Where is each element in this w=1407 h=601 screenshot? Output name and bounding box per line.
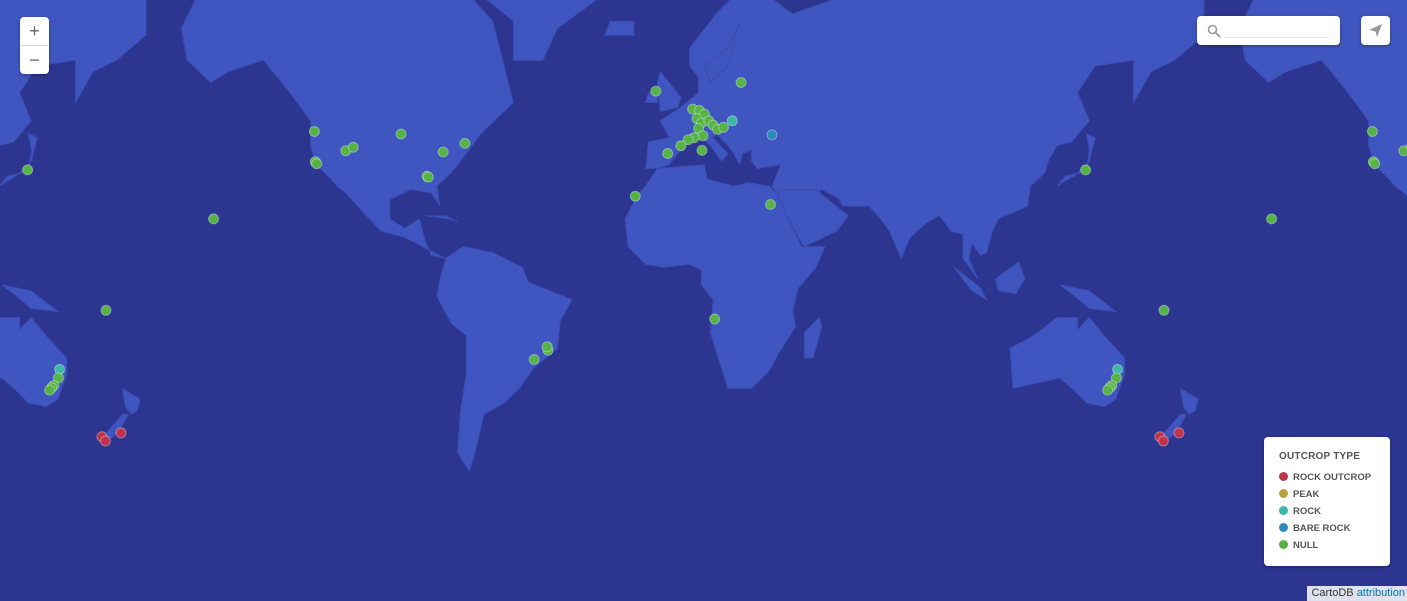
- land-madagascar: [803, 316, 823, 359]
- legend-list: ROCK OUTCROP PEAK ROCK BARE ROCK NULL: [1279, 472, 1371, 557]
- outcrop-markers: [22, 77, 1407, 447]
- outcrop-marker[interactable]: [1102, 384, 1114, 396]
- legend-swatch: [1279, 489, 1288, 498]
- land-arabia-fill: [777, 189, 850, 248]
- land-australia: [1009, 316, 1126, 408]
- legend-label: NULL: [1293, 540, 1319, 551]
- outcrop-marker[interactable]: [208, 213, 220, 225]
- land-new-guinea: [1, 284, 60, 313]
- outcrop-marker[interactable]: [311, 158, 323, 170]
- land-new-guinea: [1059, 284, 1118, 313]
- outcrop-marker[interactable]: [682, 134, 694, 146]
- outcrop-marker[interactable]: [1158, 304, 1170, 316]
- landmasses: [0, 0, 1407, 473]
- outcrop-marker[interactable]: [1110, 372, 1122, 384]
- land-new-zealand-south: [104, 413, 130, 440]
- outcrop-marker[interactable]: [308, 126, 320, 137]
- legend-item: ROCK OUTCROP: [1279, 472, 1371, 489]
- outcrop-marker[interactable]: [437, 146, 449, 158]
- outcrop-marker[interactable]: [675, 140, 687, 152]
- land-iceland: [603, 20, 635, 36]
- zoom-out-button[interactable]: −: [20, 45, 49, 74]
- land-great-britain: [656, 70, 682, 113]
- outcrop-marker[interactable]: [99, 435, 111, 447]
- legend-swatch: [1279, 506, 1288, 515]
- outcrop-marker[interactable]: [22, 164, 34, 176]
- share-button[interactable]: [1361, 16, 1390, 45]
- outcrop-marker[interactable]: [44, 384, 56, 396]
- outcrop-marker[interactable]: [650, 85, 662, 97]
- land-south-america: [436, 245, 573, 473]
- outcrop-marker[interactable]: [422, 171, 434, 183]
- zoom-in-button[interactable]: +: [29, 21, 40, 41]
- outcrop-marker[interactable]: [528, 354, 540, 365]
- outcrop-marker[interactable]: [709, 313, 721, 325]
- outcrop-marker[interactable]: [766, 129, 778, 141]
- land-japan: [0, 132, 38, 187]
- outcrop-marker[interactable]: [115, 427, 127, 439]
- search-icon: [1207, 24, 1221, 38]
- legend-title: OUTCROP TYPE: [1279, 451, 1361, 462]
- land-new-zealand-south: [1162, 413, 1188, 440]
- attribution-bar: CartoDB attribution: [1307, 586, 1407, 601]
- land-greenland: [486, 0, 598, 61]
- legend: OUTCROP TYPE ROCK OUTCROP PEAK ROCK BARE…: [1264, 437, 1390, 566]
- attribution-link[interactable]: attribution: [1356, 587, 1405, 599]
- legend-swatch: [1279, 523, 1288, 532]
- legend-item: NULL: [1279, 540, 1371, 557]
- outcrop-marker[interactable]: [347, 141, 359, 153]
- legend-swatch: [1279, 540, 1288, 549]
- legend-item: ROCK: [1279, 506, 1371, 523]
- outcrop-marker[interactable]: [1369, 158, 1381, 170]
- land-new-zealand-north: [121, 387, 141, 415]
- attribution-brand: CartoDB: [1311, 587, 1354, 599]
- search-input[interactable]: [1225, 24, 1330, 38]
- outcrop-marker[interactable]: [726, 115, 738, 127]
- land-north-america: [1238, 0, 1407, 198]
- outcrop-marker[interactable]: [696, 144, 708, 156]
- outcrop-marker[interactable]: [1173, 427, 1185, 439]
- outcrop-marker[interactable]: [765, 199, 776, 210]
- legend-label: ROCK OUTCROP: [1293, 472, 1372, 483]
- land-japan: [1056, 132, 1096, 187]
- land-cuba: [425, 215, 458, 223]
- outcrop-marker[interactable]: [395, 128, 407, 140]
- land-borneo: [994, 260, 1026, 295]
- legend-label: PEAK: [1293, 489, 1320, 500]
- outcrop-marker[interactable]: [459, 137, 471, 149]
- outcrop-marker[interactable]: [697, 130, 709, 142]
- outcrop-marker[interactable]: [100, 304, 112, 316]
- outcrop-marker[interactable]: [662, 148, 674, 159]
- paper-plane-icon: [1369, 24, 1382, 37]
- legend-label: ROCK: [1293, 506, 1321, 517]
- search-box: [1197, 16, 1340, 45]
- outcrop-marker[interactable]: [1157, 435, 1169, 447]
- land-africa: [624, 164, 826, 389]
- outcrop-marker[interactable]: [718, 121, 729, 133]
- outcrop-marker[interactable]: [735, 77, 747, 88]
- land-new-zealand-north: [1179, 387, 1199, 415]
- outcrop-marker[interactable]: [1366, 126, 1378, 137]
- legend-item: BARE ROCK: [1279, 523, 1371, 540]
- legend-label: BARE ROCK: [1293, 523, 1351, 534]
- land-australia: [0, 316, 68, 408]
- outcrop-marker[interactable]: [1266, 213, 1278, 225]
- land-north-america: [180, 0, 514, 259]
- outcrop-marker[interactable]: [52, 372, 64, 384]
- legend-swatch: [1279, 472, 1288, 481]
- outcrop-marker[interactable]: [541, 341, 553, 353]
- land-sumatra: [953, 266, 988, 302]
- outcrop-marker[interactable]: [629, 190, 641, 202]
- legend-item: PEAK: [1279, 489, 1371, 506]
- zoom-control: + −: [20, 17, 49, 74]
- outcrop-marker[interactable]: [1080, 164, 1092, 176]
- outcrop-marker[interactable]: [1398, 145, 1407, 157]
- land-scandinavia-gap-fill: [703, 20, 741, 84]
